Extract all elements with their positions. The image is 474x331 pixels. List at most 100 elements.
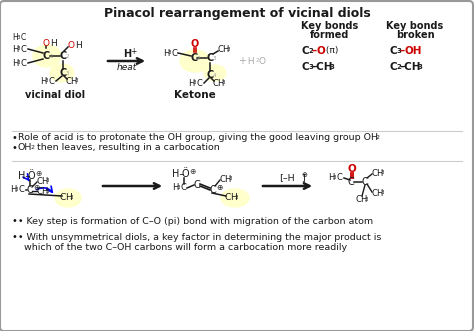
Text: 3: 3 (66, 71, 70, 76)
Text: 2: 2 (376, 135, 380, 140)
Text: C: C (21, 44, 27, 54)
Text: 3: 3 (193, 80, 197, 85)
Text: O: O (317, 46, 326, 56)
Text: 2: 2 (66, 54, 70, 59)
Text: –: – (312, 46, 317, 56)
Text: 3: 3 (45, 78, 48, 83)
Text: C: C (348, 177, 355, 187)
Text: 3: 3 (330, 64, 335, 70)
Text: H: H (188, 78, 194, 87)
Text: C: C (43, 51, 50, 61)
Text: H: H (376, 168, 383, 177)
Text: 3: 3 (70, 195, 73, 200)
Text: H: H (41, 187, 47, 197)
Text: C: C (225, 194, 231, 203)
Text: C: C (390, 46, 398, 56)
Text: C: C (37, 176, 43, 185)
Text: H: H (40, 76, 46, 85)
Text: C: C (194, 180, 201, 190)
Text: C: C (302, 46, 310, 56)
Text: C: C (19, 185, 25, 195)
Text: (π): (π) (323, 46, 338, 56)
Text: OH: OH (405, 46, 422, 56)
Text: Pinacol rearrangement of vicinal diols: Pinacol rearrangement of vicinal diols (104, 7, 370, 20)
Text: Ö: Ö (28, 171, 36, 181)
Text: –CH: –CH (312, 62, 334, 72)
Text: [–H: [–H (279, 173, 295, 182)
Text: which of the two C–OH carbons will form a carbocation more readily: which of the two C–OH carbons will form … (18, 244, 347, 253)
Text: H: H (163, 49, 169, 58)
Text: H: H (12, 59, 18, 68)
Text: C: C (372, 188, 378, 198)
Text: H: H (230, 194, 237, 203)
Text: 3: 3 (168, 50, 172, 55)
Text: O: O (348, 164, 357, 174)
Text: 3: 3 (17, 60, 20, 65)
Text: 3: 3 (46, 178, 49, 183)
Text: ]: ] (301, 173, 305, 182)
Text: broken: broken (396, 30, 434, 40)
Text: C: C (197, 78, 203, 87)
Text: 3: 3 (309, 64, 314, 70)
Text: 2: 2 (197, 56, 201, 61)
Text: ⊕: ⊕ (35, 169, 41, 178)
Text: H: H (10, 185, 17, 195)
Text: ⊕: ⊕ (189, 167, 195, 176)
Text: 3: 3 (17, 35, 20, 40)
Text: C: C (390, 62, 398, 72)
Text: •: • (12, 143, 18, 153)
Text: then leaves, resulting in a carbocation: then leaves, resulting in a carbocation (34, 144, 220, 153)
Text: C: C (60, 68, 67, 78)
Text: C: C (302, 62, 310, 72)
Text: H: H (222, 45, 228, 55)
Text: O: O (43, 38, 50, 48)
Text: C: C (356, 196, 362, 205)
Text: O: O (259, 57, 266, 66)
Text: O: O (68, 41, 75, 51)
Text: • With unsymmetrical diols, a key factor in determining the major product is: • With unsymmetrical diols, a key factor… (18, 232, 382, 242)
Text: 2: 2 (256, 58, 259, 63)
Text: Ö: Ö (182, 169, 190, 179)
Text: H: H (65, 194, 72, 203)
Text: Key bonds: Key bonds (386, 21, 444, 31)
Text: 3: 3 (17, 46, 20, 51)
Text: 3: 3 (333, 175, 337, 180)
Text: O: O (191, 39, 199, 49)
Text: C: C (37, 187, 43, 197)
Text: C: C (27, 185, 34, 195)
Text: +: + (130, 48, 136, 57)
Text: • Key step is formation of C–O (pi) bond with migration of the carbon atom: • Key step is formation of C–O (pi) bond… (18, 216, 373, 225)
Text: 3: 3 (213, 56, 217, 61)
Text: Ketone: Ketone (174, 90, 216, 100)
Text: H: H (12, 33, 18, 42)
Text: formed: formed (310, 30, 350, 40)
Ellipse shape (221, 189, 249, 207)
Text: H: H (172, 183, 178, 193)
Text: H: H (328, 173, 334, 182)
Text: 3: 3 (75, 78, 79, 83)
Text: C: C (362, 177, 369, 187)
Text: –: – (400, 46, 405, 56)
Text: –CH: –CH (400, 62, 421, 72)
Text: 3: 3 (381, 190, 384, 195)
Text: C: C (210, 185, 217, 195)
Text: 3: 3 (381, 170, 384, 175)
Text: C: C (66, 76, 72, 85)
Ellipse shape (50, 64, 74, 82)
Text: 3: 3 (222, 80, 226, 85)
Text: C: C (181, 183, 187, 193)
Text: 3: 3 (235, 195, 238, 200)
Text: 3: 3 (418, 64, 423, 70)
Text: C: C (218, 45, 224, 55)
Text: H: H (224, 174, 230, 183)
Ellipse shape (180, 50, 210, 72)
Text: ⊕: ⊕ (216, 183, 222, 193)
Text: Role of acid is to protonate the OH group, giving the good leaving group OH: Role of acid is to protonate the OH grou… (18, 133, 378, 143)
Ellipse shape (204, 65, 226, 81)
Text: 2: 2 (309, 48, 314, 54)
Text: 3: 3 (227, 47, 230, 52)
Text: •: • (12, 216, 18, 226)
Text: •: • (12, 232, 18, 242)
Text: H: H (123, 49, 131, 59)
Text: C: C (220, 174, 226, 183)
